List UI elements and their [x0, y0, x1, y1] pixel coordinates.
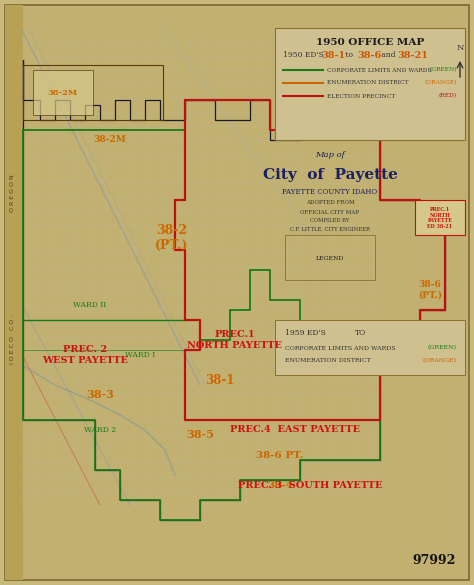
Bar: [285, 235, 375, 280]
Text: O R E G O N: O R E G O N: [10, 174, 16, 212]
Text: City  of  Payette: City of Payette: [263, 168, 397, 182]
Text: 38-4: 38-4: [267, 480, 293, 490]
Bar: [23, 65, 163, 120]
Bar: [415, 200, 465, 235]
Text: 38-6: 38-6: [357, 50, 381, 60]
Text: 38-2M: 38-2M: [94, 136, 127, 144]
Text: PREC.1
NORTH
PAYETTE
ED 38-21: PREC.1 NORTH PAYETTE ED 38-21: [428, 207, 453, 229]
Text: (ORANGE): (ORANGE): [423, 359, 457, 363]
Text: N: N: [456, 44, 464, 52]
Text: Map of: Map of: [315, 151, 345, 159]
Text: 97992: 97992: [413, 554, 456, 567]
Text: 38-21: 38-21: [397, 50, 428, 60]
Text: I D E C O   C O .: I D E C O C O .: [10, 315, 16, 364]
Text: CORPORATE LIMITS AND WARDS: CORPORATE LIMITS AND WARDS: [327, 67, 431, 73]
Text: 38-6 PT.: 38-6 PT.: [256, 450, 304, 459]
Text: 1950 ED'S: 1950 ED'S: [283, 51, 326, 59]
Text: 38-6
(PT.): 38-6 (PT.): [418, 280, 442, 300]
Text: WARD II: WARD II: [73, 301, 107, 309]
Text: PREC.1
NORTH PAYETTE: PREC.1 NORTH PAYETTE: [188, 331, 283, 350]
Bar: [275, 28, 465, 140]
Text: 38-1: 38-1: [321, 50, 345, 60]
Text: (GREEN): (GREEN): [428, 345, 457, 350]
Text: 38-5: 38-5: [186, 429, 214, 441]
Text: ENUMERATION DISTRICT: ENUMERATION DISTRICT: [285, 359, 371, 363]
Text: 38-2
(PT.): 38-2 (PT.): [155, 224, 189, 252]
Text: ENUMERATION DISTRICT: ENUMERATION DISTRICT: [327, 81, 409, 85]
Text: PREC.4  EAST PAYETTE: PREC.4 EAST PAYETTE: [230, 425, 360, 435]
Bar: [5, 5, 23, 580]
Text: (RED): (RED): [439, 94, 457, 98]
Text: OFFICIAL CITY MAP: OFFICIAL CITY MAP: [301, 209, 360, 215]
Text: ADOPTED FROM: ADOPTED FROM: [306, 201, 355, 205]
Bar: [33, 70, 93, 115]
Text: 38-2M: 38-2M: [48, 89, 78, 97]
Text: C.F. LITTLE, CITY ENGINEER: C.F. LITTLE, CITY ENGINEER: [290, 226, 370, 232]
Text: 1950 OFFICE MAP: 1950 OFFICE MAP: [316, 38, 424, 47]
Text: WARD 2: WARD 2: [84, 426, 116, 434]
Text: TO: TO: [355, 329, 366, 337]
Bar: [275, 320, 465, 375]
Text: LEGEND: LEGEND: [316, 256, 344, 261]
Text: (ORANGE): (ORANGE): [425, 80, 457, 85]
Text: CORPORATE LIMITS AND WARDS: CORPORATE LIMITS AND WARDS: [285, 346, 396, 350]
Text: and: and: [379, 51, 398, 59]
Text: 1959 ED'S: 1959 ED'S: [285, 329, 326, 337]
Text: COMPILED BY: COMPILED BY: [310, 219, 350, 223]
Text: ELECTION PRECINCT: ELECTION PRECINCT: [327, 94, 395, 98]
Text: (GREEN): (GREEN): [429, 67, 457, 73]
Text: PREC. 2
WEST PAYETTE: PREC. 2 WEST PAYETTE: [42, 345, 128, 364]
Text: PAYETTE COUNTY IDAHO: PAYETTE COUNTY IDAHO: [283, 188, 378, 196]
Text: WARD I: WARD I: [125, 351, 155, 359]
Text: 38-1: 38-1: [205, 373, 235, 387]
Text: 38-3: 38-3: [86, 390, 114, 401]
Text: PREC. 3  SOUTH PAYETTE: PREC. 3 SOUTH PAYETTE: [238, 480, 382, 490]
Text: to: to: [343, 51, 356, 59]
